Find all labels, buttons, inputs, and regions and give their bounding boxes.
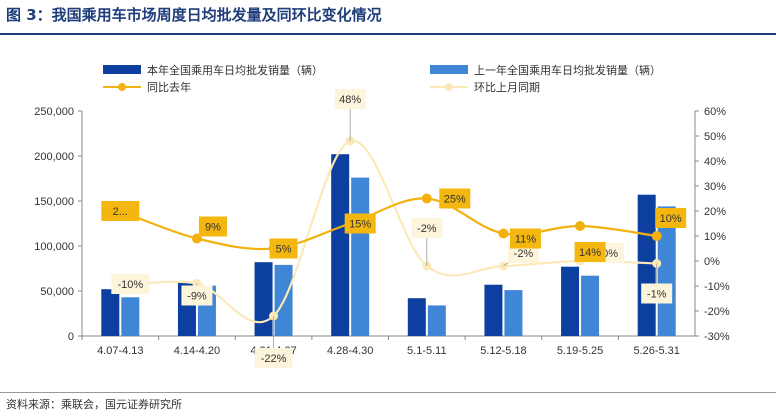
data-label-mom: -22% (261, 353, 287, 365)
data-label-mom-box (411, 218, 443, 238)
x-tick-label: 4.28-4.30 (327, 345, 373, 357)
point-yoy (498, 228, 509, 239)
y-right-tick-label: 0% (704, 256, 720, 268)
data-label-yoy-box (574, 242, 606, 262)
y-left-tick-label: 200,000 (34, 151, 74, 163)
title-divider (0, 33, 776, 35)
x-tick-label: 4.14-4.20 (174, 345, 220, 357)
legend-swatch (430, 65, 468, 74)
y-right-tick-label: 10% (704, 231, 726, 243)
legend-marker (445, 83, 453, 91)
data-label-yoy-box (269, 238, 298, 259)
data-label-mom: -2% (514, 248, 534, 260)
x-tick-label: 5.12-5.18 (480, 345, 526, 357)
legend-label: 同比去年 (147, 80, 191, 94)
data-label-mom-box (111, 274, 150, 294)
bar-current-year (331, 154, 350, 336)
data-label-mom: -10% (117, 279, 143, 291)
bar-current-year (407, 298, 426, 336)
data-label-yoy-box (344, 213, 376, 234)
bar-current-year (101, 289, 120, 336)
data-label-yoy: 15% (349, 219, 371, 231)
bar-previous-year (121, 297, 140, 336)
data-label-mom-box (334, 89, 366, 109)
data-label-yoy: 11% (515, 234, 536, 246)
legend-label: 本年全国乘用车日均批发销量（辆） (147, 63, 323, 77)
bar-previous-year (657, 206, 676, 336)
data-label-mom-box (181, 285, 213, 306)
data-label-mom: 48% (339, 94, 361, 106)
data-label-mom: -2% (417, 223, 437, 235)
data-label-yoy: 14% (579, 247, 601, 259)
y-right-tick-label: 20% (704, 206, 726, 218)
y-right-tick-label: 50% (704, 131, 726, 143)
data-label-yoy: 9% (205, 222, 221, 234)
bar-current-year (561, 266, 580, 336)
y-left-tick-label: 100,000 (34, 241, 74, 253)
data-label-yoy: 10% (660, 213, 682, 225)
x-tick-label: 4.07-4.13 (97, 345, 143, 357)
data-label-yoy: 25% (444, 194, 466, 206)
bar-previous-year (504, 290, 523, 336)
chart-title: 图 3：我国乘用车市场周度日均批发量及同环比变化情况 (6, 6, 382, 24)
x-tick-label: 5.26-5.31 (633, 345, 679, 357)
y-left-tick-label: 150,000 (34, 196, 74, 208)
data-label-yoy: 2... (113, 206, 128, 218)
data-label-mom-box (254, 348, 293, 368)
y-right-tick-label: -10% (704, 281, 730, 293)
data-label-yoy-box (509, 228, 541, 249)
data-label-yoy-box (655, 208, 687, 228)
data-label-yoy-box (439, 188, 471, 209)
data-label-mom-box (641, 283, 673, 304)
data-label-yoy-box (198, 216, 227, 237)
data-label-yoy: 5% (276, 244, 292, 256)
y-right-tick-label: -30% (704, 331, 730, 343)
point-yoy (651, 231, 662, 241)
source-note: 资料来源：乘联会，国元证券研究所 (6, 398, 182, 411)
data-label-mom: 0% (602, 248, 618, 260)
y-right-tick-label: -20% (704, 306, 730, 318)
bar-current-year (484, 284, 503, 336)
x-tick-label: 5.19-5.25 (557, 345, 603, 357)
bar-current-year (254, 262, 273, 336)
bar-previous-year (427, 305, 446, 336)
chart: 本年全国乘用车日均批发销量（辆） 上一年全国乘用车日均批发销量（辆） 同比去年 环比上… (34, 63, 730, 368)
data-label-mom: -1% (647, 289, 667, 301)
legend-swatch (103, 65, 141, 74)
y-right-tick-label: 40% (704, 156, 726, 168)
point-yoy (575, 221, 586, 231)
bar-previous-year (581, 275, 600, 336)
data-label-yoy-box (101, 201, 140, 221)
legend-label: 上一年全国乘用车日均批发销量（辆） (474, 63, 661, 77)
legend-label: 环比上月同期 (474, 81, 540, 94)
point-yoy (421, 193, 432, 204)
y-right-tick-label: 60% (704, 106, 726, 118)
y-left-tick-label: 0 (68, 331, 74, 343)
source-divider (0, 392, 776, 393)
y-left-tick-label: 50,000 (40, 286, 74, 298)
data-label-mom: -9% (187, 291, 207, 303)
y-right-tick-label: 30% (704, 181, 726, 193)
legend-marker (118, 83, 126, 91)
y-left-tick-label: 250,000 (34, 106, 74, 118)
bar-previous-year (351, 177, 370, 336)
x-tick-label: 5.1-5.11 (407, 345, 447, 357)
line-mom (120, 139, 657, 324)
